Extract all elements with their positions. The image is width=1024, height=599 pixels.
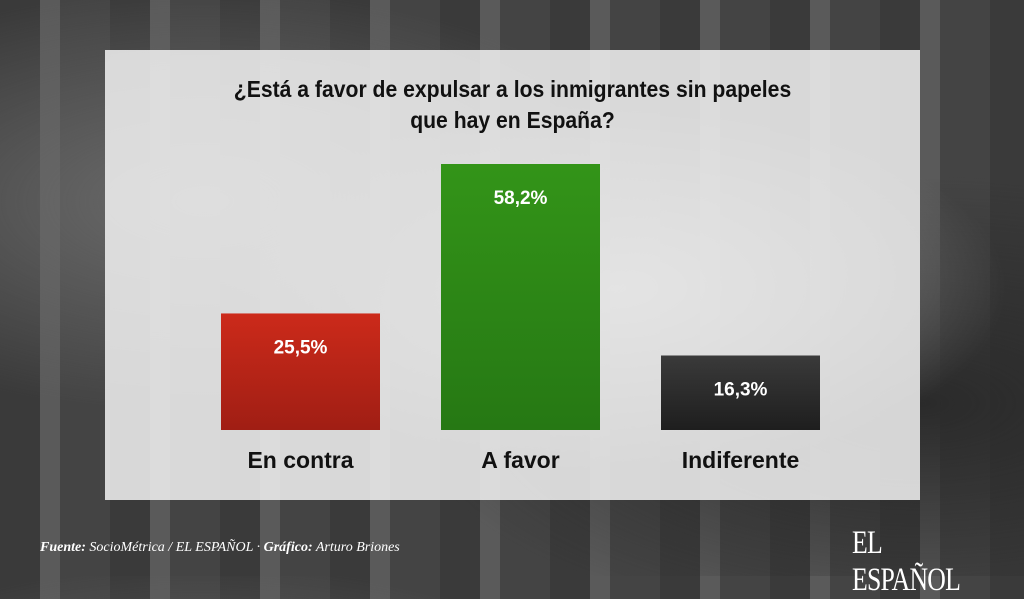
category-label: A favor	[481, 447, 559, 473]
source-text: SocioMétrica / EL ESPAÑOL	[89, 540, 254, 555]
data-label: 58,2%	[494, 188, 548, 209]
bar-chart: 25,5% En contra 58,2% A favor 16,3% Indiferen…	[221, 164, 820, 473]
bar-en-contra	[221, 313, 380, 430]
source-label: Fuente:	[40, 540, 86, 555]
category-label: Indiferente	[682, 447, 800, 473]
chart-title: ¿Está a favor de expulsar a los inmigran…	[138, 74, 888, 136]
el-espanol-logo: EL ESPAÑOL	[852, 525, 961, 598]
bar-a-favor	[441, 164, 600, 430]
bar-indiferente	[661, 355, 820, 430]
data-label: 25,5%	[274, 337, 328, 358]
title-line-2: que hay en España?	[410, 107, 615, 133]
graphic-label: Gráfico:	[263, 540, 313, 555]
data-label: 16,3%	[714, 380, 768, 401]
graphic-author: Arturo Briones	[315, 540, 400, 555]
category-label: En contra	[247, 447, 353, 473]
footer-credits: Fuente: SocioMétrica / EL ESPAÑOL · Gráf…	[40, 540, 400, 556]
separator: ·	[256, 540, 261, 555]
title-line-1: ¿Está a favor de expulsar a los inmigran…	[233, 76, 792, 102]
